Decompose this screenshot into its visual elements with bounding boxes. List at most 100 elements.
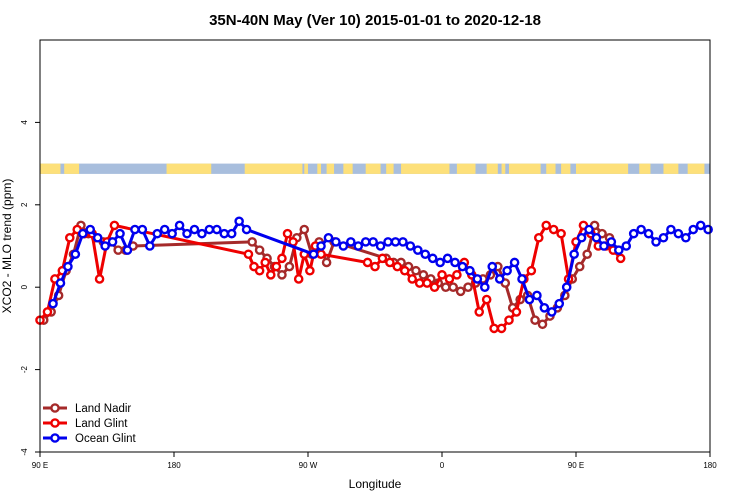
data-point [271, 261, 282, 272]
data-point [411, 265, 421, 276]
land-segment [40, 163, 61, 174]
data-point [204, 224, 215, 235]
data-point [556, 228, 566, 239]
y-tick-label: -4 [20, 448, 29, 456]
data-point [137, 224, 148, 235]
legend-label: Ocean Glint [75, 433, 137, 445]
data-point [145, 241, 155, 251]
y-tick-label: 2 [20, 202, 29, 207]
data-point [362, 257, 373, 268]
y-axis-label: XCO2 - MLO trend (ppm) [0, 179, 14, 314]
data-point [78, 228, 88, 239]
data-point [414, 278, 425, 288]
land-segment [166, 163, 212, 174]
legend-label: Land Glint [75, 418, 128, 430]
data-point [541, 220, 552, 231]
data-point [383, 237, 393, 247]
y-axis: -4 -2 0 2 4 [20, 120, 40, 456]
data-point [465, 265, 475, 276]
data-point [219, 228, 230, 239]
data-point [502, 265, 512, 276]
data-point [260, 257, 270, 268]
land-segment [343, 163, 353, 174]
land-segment [317, 163, 322, 174]
data-point [472, 274, 483, 284]
data-point [247, 237, 257, 247]
data-point [197, 228, 207, 239]
data-point [243, 249, 254, 260]
data-point [130, 224, 140, 235]
land-segment [663, 163, 679, 174]
series-ocean-glint [48, 216, 713, 317]
data-point [688, 224, 699, 235]
data-point [390, 237, 401, 247]
data-point [455, 286, 466, 297]
data-point [167, 228, 177, 239]
data-point [422, 278, 432, 288]
data-point [658, 232, 669, 243]
data-point [532, 290, 542, 301]
data-point [429, 282, 440, 293]
data-point [398, 237, 408, 247]
data-point [107, 237, 118, 247]
data-point [338, 241, 349, 251]
data-point [85, 224, 96, 235]
data-point [695, 220, 706, 231]
legend-entry: Ocean Glint [43, 433, 137, 445]
data-point [277, 253, 287, 264]
data-point [64, 232, 75, 243]
land-segment [687, 163, 705, 174]
data-point [299, 224, 310, 235]
land-segment [486, 163, 498, 174]
data-point [420, 249, 431, 260]
data-point [548, 224, 559, 235]
legend-marker [50, 418, 60, 428]
data-point [636, 224, 646, 235]
x-tick-label: 90 E [568, 461, 584, 470]
land-segment [546, 163, 556, 174]
data-point [474, 307, 485, 317]
land-segment [639, 163, 651, 174]
x-tick-label: 90 E [32, 461, 48, 470]
chart-title: 35N-40N May (Ver 10) 2015-01-01 to 2020-… [209, 12, 541, 29]
data-point [316, 241, 326, 251]
data-point [533, 232, 544, 243]
data-point [182, 228, 192, 239]
data-point [599, 241, 609, 251]
data-point [308, 249, 319, 260]
data-point [189, 224, 200, 235]
data-point [305, 265, 315, 276]
x-tick-label: 90 W [299, 461, 318, 470]
data-point [606, 237, 617, 247]
world-map-strip [40, 163, 710, 174]
data-point [94, 274, 105, 284]
data-point [448, 282, 458, 293]
x-tick-label: 180 [703, 461, 717, 470]
data-point [496, 323, 507, 334]
data-point [509, 257, 520, 268]
data-point [353, 241, 364, 251]
data-point [628, 228, 639, 239]
data-point [212, 224, 222, 235]
data-point [346, 237, 356, 247]
x-tick-label: 0 [440, 461, 445, 470]
data-point [152, 228, 163, 239]
data-point [293, 274, 304, 284]
y-tick-label: 0 [20, 284, 29, 289]
data-point [63, 261, 73, 272]
y-tick-label: 4 [20, 120, 29, 125]
data-point [435, 257, 445, 268]
data-point [323, 232, 334, 243]
data-point [122, 245, 133, 255]
x-tick-label: 180 [167, 461, 181, 470]
data-point [368, 237, 378, 247]
data-point [517, 274, 527, 284]
legend-marker [50, 433, 60, 443]
land-segment [244, 163, 303, 174]
data-point [241, 224, 252, 235]
data-point [591, 232, 602, 243]
data-point [494, 274, 505, 284]
data-point [576, 232, 587, 243]
data-point [92, 232, 103, 243]
